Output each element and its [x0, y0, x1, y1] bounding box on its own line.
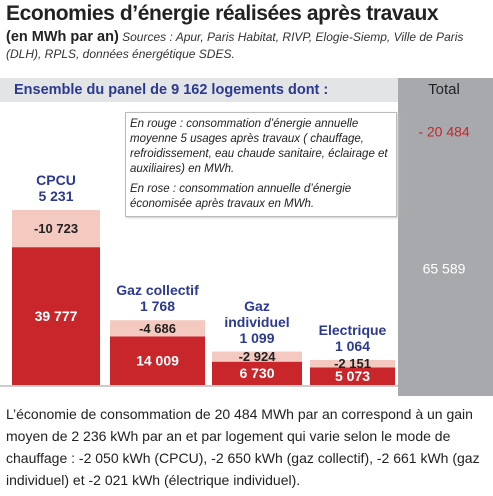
bar-segment	[110, 320, 205, 337]
value-label: -2 924	[239, 349, 277, 364]
category-label: CPCU	[36, 172, 76, 188]
bar-segment	[310, 367, 395, 385]
bar-segment	[110, 336, 205, 385]
legend-note: En rose : consommation annuelle d’énergi…	[130, 183, 352, 210]
value-label: -4 686	[139, 321, 176, 336]
value-label: 6 730	[239, 365, 274, 381]
source: Sources : Apur, Paris Habitat, RIVP, Elo…	[6, 30, 464, 61]
subtitle-block: (en MWh par an) Sources : Apur, Paris Ha…	[6, 29, 466, 63]
count-label: 1 768	[139, 298, 176, 315]
category-label: Gaz individuel	[224, 297, 290, 330]
legend-note: En rouge : consommation d’énergie annuel…	[130, 118, 388, 175]
chart-title: Economies d’énergie réalisées après trav…	[6, 2, 439, 25]
subtitle: (en MWh par an)	[6, 29, 119, 45]
category-group: Gaz collectif 1 768	[110, 282, 205, 314]
value-label: 39 777	[35, 308, 78, 324]
value-label: -10 723	[34, 221, 78, 236]
category-group: Electrique 1 064	[310, 322, 395, 354]
total-value: - 20 484	[418, 124, 470, 140]
bar-segment	[212, 351, 302, 362]
footnote: L’économie de consommation de 20 484 MWh…	[6, 406, 480, 488]
bar-segment	[12, 247, 100, 385]
value-label: -2 151	[334, 356, 371, 371]
panel-band	[0, 78, 398, 102]
total-value: 65 589	[423, 261, 466, 277]
bar-segment	[310, 359, 395, 368]
count-label: 5 231	[38, 188, 74, 204]
bar-segment	[12, 210, 100, 248]
value-label: 14 009	[136, 352, 179, 368]
chart: Ensemble du panel de 9 162 logements don…	[0, 78, 493, 396]
value-label: 5 073	[335, 368, 370, 384]
category-group: CPCU 5 231	[12, 172, 100, 204]
panel-label: Ensemble du panel de 9 162 logements don…	[14, 82, 328, 98]
total-column	[398, 78, 493, 396]
category-label: Gaz collectif	[116, 282, 199, 299]
bar-segment	[212, 361, 302, 385]
total-label: Total	[428, 81, 460, 98]
count-label: 1 064	[334, 337, 371, 354]
legend-box: En rouge : consommation d’énergie annuel…	[125, 112, 397, 217]
category-group: Gaz individuel 1 099	[212, 298, 302, 346]
count-label: 1 099	[239, 329, 275, 346]
category-label: Electrique	[318, 321, 387, 338]
